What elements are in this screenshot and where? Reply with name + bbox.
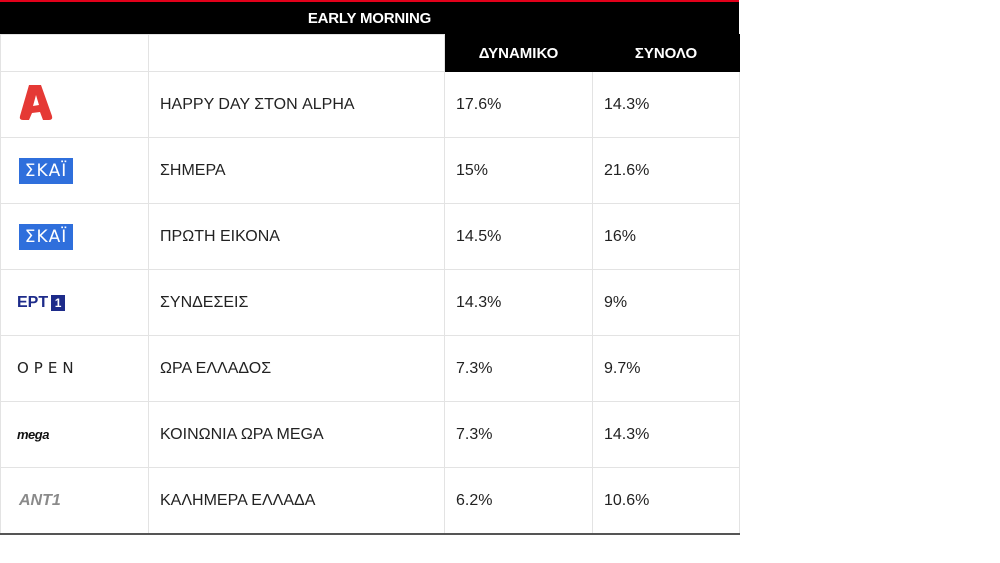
table-title: EARLY MORNING [0,2,739,34]
show-name: ΩΡΑ ΕΛΛΑΔΟΣ [148,335,445,402]
dynamiko-value: 6.2% [444,467,593,535]
header-synolo: ΣΥΝΟΛΟ [592,34,740,72]
table-row: ΕΡΤ 1 ΣΥΝΔΕΣΕΙΣ 14.3% 9% [0,269,740,336]
ert1-logo-text: ΕΡΤ [17,293,49,311]
channel-logo-cell: mega [0,401,149,468]
open-logo: OPEN [17,359,79,377]
table-row: HAPPY DAY ΣΤΟΝ ALPHA 17.6% 14.3% [0,71,740,138]
dynamiko-value: 7.3% [444,335,593,402]
table-row: OPEN ΩΡΑ ΕΛΛΑΔΟΣ 7.3% 9.7% [0,335,740,402]
synolo-value: 9.7% [592,335,740,402]
dynamiko-value: 7.3% [444,401,593,468]
header-row: ΔΥΝΑΜΙΚΟ ΣΥΝΟΛΟ [0,34,740,72]
dynamiko-value: 14.5% [444,203,593,270]
show-name: HAPPY DAY ΣΤΟΝ ALPHA [148,71,445,138]
synolo-value: 14.3% [592,71,740,138]
table-row: mega ΚΟΙΝΩΝΙΑ ΩΡΑ MEGA 7.3% 14.3% [0,401,740,468]
channel-logo-cell [0,71,149,138]
header-dynamiko: ΔΥΝΑΜΙΚΟ [444,34,593,72]
channel-logo-cell: ΣΚΑΪ [0,137,149,204]
synolo-value: 10.6% [592,467,740,535]
skai-logo: ΣΚΑΪ [19,157,73,184]
skai-logo: ΣΚΑΪ [19,223,73,250]
show-name: ΠΡΩΤΗ ΕΙΚΟΝΑ [148,203,445,270]
synolo-value: 16% [592,203,740,270]
synolo-value: 21.6% [592,137,740,204]
ratings-table-container: EARLY MORNING ΔΥΝΑΜΙΚΟ ΣΥΝΟΛΟ [0,0,740,535]
top-accent-line [0,0,739,2]
alpha-logo [15,82,55,122]
show-name: ΚΟΙΝΩΝΙΑ ΩΡΑ MEGA [148,401,445,468]
table-row: ΣΚΑΪ ΠΡΩΤΗ ΕΙΚΟΝΑ 14.5% 16% [0,203,740,270]
table-row: ΣΚΑΪ ΣΗΜΕΡΑ 15% 21.6% [0,137,740,204]
show-name: ΣΥΝΔΕΣΕΙΣ [148,269,445,336]
dynamiko-value: 17.6% [444,71,593,138]
channel-logo-cell: ΣΚΑΪ [0,203,149,270]
synolo-value: 9% [592,269,740,336]
channel-logo-cell: ANT1 [0,467,149,535]
channel-logo-cell: OPEN [0,335,149,402]
show-name: ΣΗΜΕΡΑ [148,137,445,204]
ert1-logo: ΕΡΤ 1 [17,293,66,312]
ant1-logo: ANT1 [19,491,61,509]
ert1-logo-badge: 1 [51,294,66,311]
mega-logo: mega [17,426,49,442]
synolo-value: 14.3% [592,401,740,468]
table-row: ANT1 ΚΑΛΗΜΕΡΑ ΕΛΛΑΔΑ 6.2% 10.6% [0,467,740,535]
dynamiko-value: 15% [444,137,593,204]
show-name: ΚΑΛΗΜΕΡΑ ΕΛΛΑΔΑ [148,467,445,535]
ratings-table: ΔΥΝΑΜΙΚΟ ΣΥΝΟΛΟ HAPPY DAY ΣΤΟΝ ALPHA 17.… [0,34,740,535]
header-show-cell [148,34,445,72]
channel-logo-cell: ΕΡΤ 1 [0,269,149,336]
dynamiko-value: 14.3% [444,269,593,336]
header-logo-cell [0,34,149,72]
